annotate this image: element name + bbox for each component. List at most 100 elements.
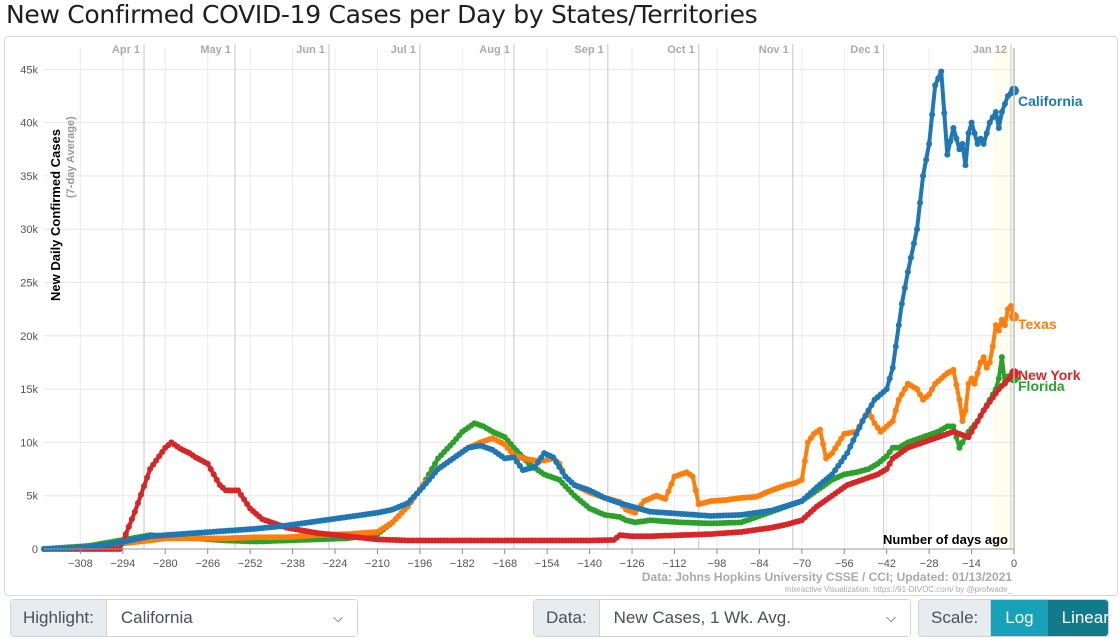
data-point: [959, 418, 966, 425]
data-point: [238, 491, 245, 498]
data-point: [898, 300, 905, 307]
data-point: [989, 343, 996, 350]
data-point: [862, 412, 869, 419]
data-point: [868, 402, 875, 409]
scale-log-button[interactable]: Log: [991, 600, 1048, 636]
chevron-down-icon: ⌵: [333, 610, 343, 625]
x-tick-label: −126: [620, 558, 645, 570]
x-axis-title: Number of days ago: [883, 532, 1008, 547]
x-tick-label: −280: [153, 558, 178, 570]
x-tick-label: −154: [535, 558, 560, 570]
data-point: [1007, 302, 1014, 309]
data-point: [883, 453, 890, 460]
data-point: [131, 508, 138, 515]
data-point: [989, 114, 996, 121]
x-tick-label: −196: [407, 558, 432, 570]
series-line: [42, 303, 1016, 551]
data-point: [204, 460, 211, 467]
data-control: Data: New Cases, 1 Wk. Avg. ⌵: [533, 599, 911, 637]
data-point: [432, 460, 439, 467]
highlight-select[interactable]: California ⌵: [106, 600, 357, 636]
data-point: [962, 407, 969, 414]
data-point: [938, 68, 945, 75]
page-title: New Confirmed COVID-19 Cases per Day by …: [6, 0, 758, 29]
data-point: [953, 135, 960, 142]
month-marker-label: Aug 1: [479, 44, 510, 56]
data-point: [917, 391, 924, 398]
data-point: [953, 381, 960, 388]
x-tick-label: −28: [920, 558, 939, 570]
data-point: [932, 82, 939, 89]
series-label-california: California: [1018, 93, 1083, 109]
data-point: [974, 370, 981, 377]
month-marker-label: Jul 1: [391, 44, 416, 56]
y-tick-label: 15k: [20, 384, 38, 396]
data-point: [983, 130, 990, 137]
data-point: [835, 440, 842, 447]
data-point: [838, 458, 845, 465]
data-point: [986, 359, 993, 366]
data-point: [965, 130, 972, 137]
data-point: [914, 226, 920, 233]
data-point: [914, 386, 920, 393]
data-point: [892, 407, 899, 414]
data-point: [213, 476, 220, 483]
data-point: [968, 428, 975, 435]
data-point: [901, 386, 908, 393]
data-point: [156, 453, 163, 460]
data-point: [692, 487, 699, 494]
data-point: [892, 343, 899, 350]
data-point: [859, 418, 866, 425]
data-point: [886, 375, 893, 382]
data-point: [829, 450, 836, 457]
x-tick-label: −182: [450, 558, 475, 570]
data-point: [950, 423, 957, 430]
data-point: [838, 435, 845, 442]
data-point: [901, 284, 908, 291]
data-point: [665, 488, 672, 495]
month-marker-label: Oct 1: [667, 44, 695, 56]
data-point: [820, 441, 827, 448]
data-point: [974, 418, 981, 425]
data-point: [210, 471, 217, 478]
recent-days-shade: [992, 48, 1014, 549]
data-point: [150, 461, 157, 468]
data-point: [992, 322, 999, 329]
data-point: [817, 426, 823, 433]
data-point: [559, 468, 566, 475]
month-marker-label: Jun 1: [296, 44, 325, 56]
x-tick-label: −98: [708, 558, 727, 570]
data-point: [122, 531, 129, 538]
y-axis-title: New Daily Confirmed Cases: [48, 129, 63, 301]
source-note: Data: Johns Hopkins University CSSE / CC…: [642, 570, 1012, 584]
x-tick-label: 0: [1011, 558, 1017, 570]
data-point: [153, 457, 160, 464]
data-point: [844, 450, 851, 457]
series-label-texas: Texas: [1018, 316, 1057, 332]
data-point: [1001, 322, 1008, 329]
data-point: [983, 364, 990, 371]
data-point: [895, 396, 902, 403]
data-point: [147, 466, 154, 473]
data-select[interactable]: New Cases, 1 Wk. Avg. ⌵: [599, 600, 910, 636]
data-point: [995, 124, 1002, 131]
x-tick-label: −56: [835, 558, 854, 570]
data-point: [998, 316, 1005, 323]
data-point: [977, 135, 984, 142]
data-point: [935, 75, 942, 82]
data-point: [917, 199, 924, 206]
data-point: [965, 380, 972, 387]
y-tick-label: 5k: [26, 491, 38, 503]
data-point: [868, 413, 875, 420]
y-tick-label: 40k: [20, 118, 38, 130]
y-axis-subtitle: (7-day Average): [65, 116, 77, 198]
highlight-label: Highlight:: [11, 600, 107, 636]
data-point: [832, 467, 839, 474]
data-point: [962, 162, 969, 169]
x-tick-label: −14: [962, 558, 981, 570]
x-tick-label: −168: [492, 558, 517, 570]
scale-linear-button[interactable]: Linear: [1047, 600, 1108, 636]
data-point: [971, 130, 978, 137]
scale-label: Scale:: [919, 600, 992, 636]
data-point: [807, 435, 814, 442]
